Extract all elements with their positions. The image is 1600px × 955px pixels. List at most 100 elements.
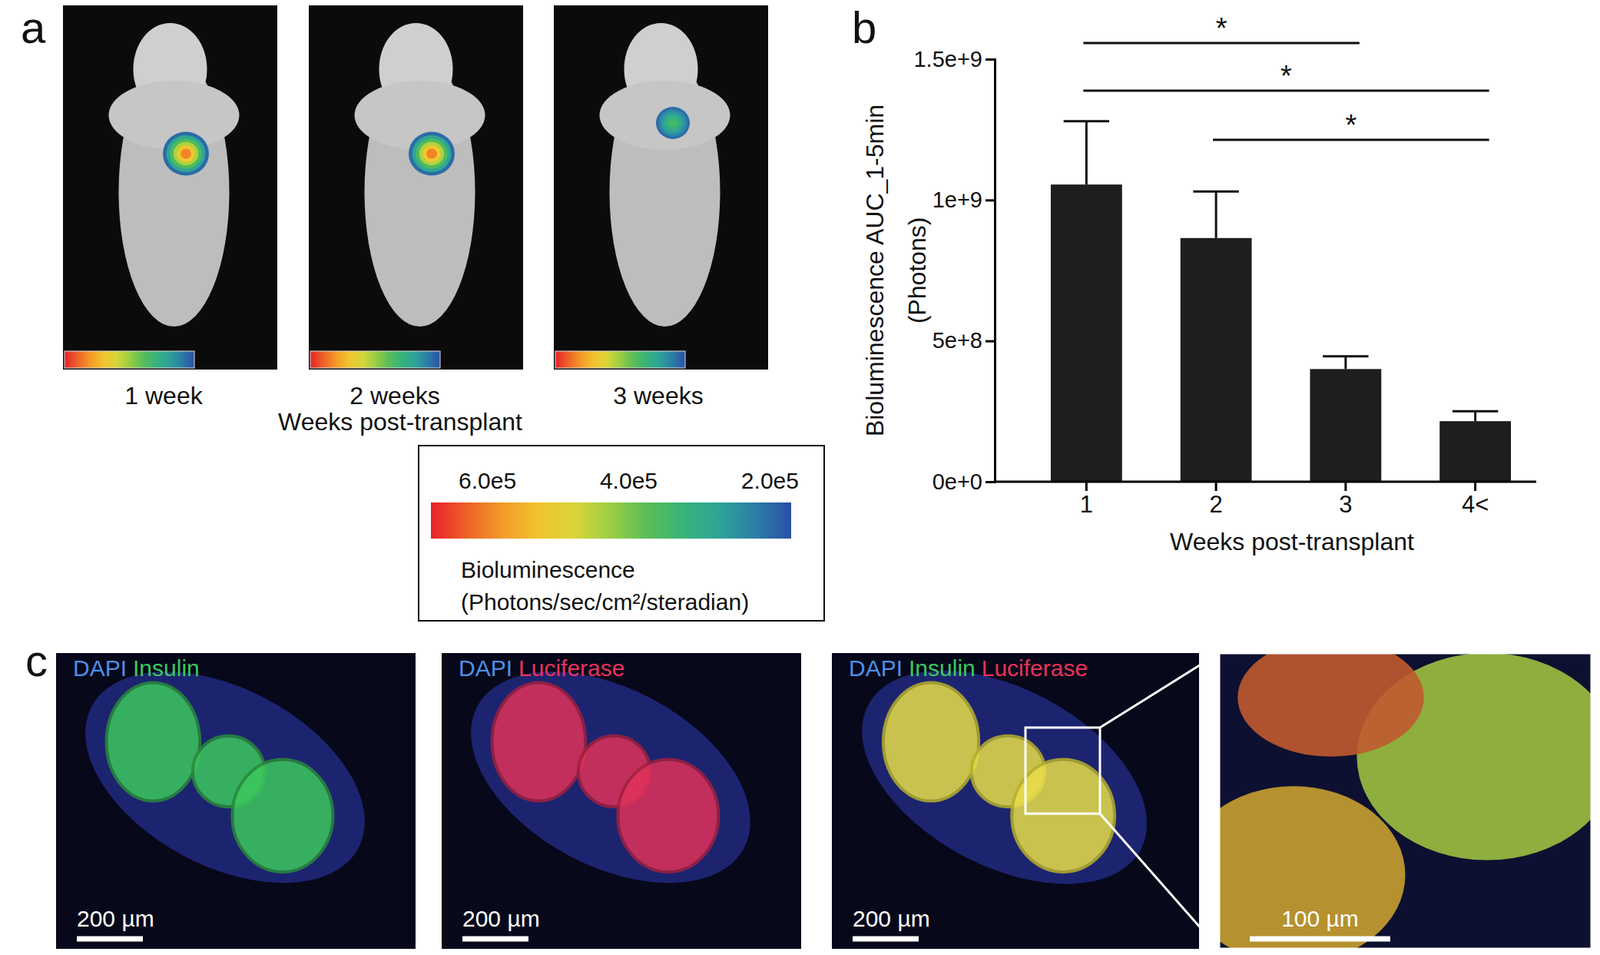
y-tick: 0e+0 — [932, 469, 995, 494]
image-label: 3 weeks — [612, 381, 703, 410]
figure: abc1 week2 weeks3 weeksWeeks post-transp… — [0, 0, 1600, 955]
panel-letter: b — [851, 2, 877, 53]
image-label: 2 weeks — [349, 381, 440, 410]
colorbar-frame — [418, 445, 825, 621]
signal-peak — [426, 148, 438, 159]
x-axis: 1 2 3 4< — [994, 481, 1537, 518]
signal-contour — [655, 106, 690, 140]
micrograph: DAPIInsulin 200 µm — [49, 627, 416, 949]
bar — [1309, 368, 1382, 482]
x-tick: 2 — [1209, 481, 1223, 518]
islet — [1237, 652, 1425, 757]
y-tick-mark — [985, 340, 995, 343]
x-tick-label: 4< — [1461, 490, 1489, 518]
error-bar-cap — [1322, 354, 1369, 358]
signal-contour — [663, 114, 683, 133]
signal-peak — [180, 148, 192, 159]
y-axis-title: Bioluminescence AUC_1-5min — [861, 104, 889, 437]
mouse-image — [62, 5, 278, 370]
scale-bar — [462, 936, 529, 942]
colorbar-tick-label: 2.0e5 — [741, 467, 799, 494]
signal-contour — [658, 109, 687, 136]
y-tick: 1.5e+9 — [913, 46, 995, 72]
y-tick-mark — [985, 198, 995, 202]
x-tick: 1 — [1079, 481, 1094, 518]
signal-contour — [166, 135, 206, 173]
mouse-image — [308, 5, 524, 370]
channel-name: DAPI — [458, 655, 513, 681]
signal-contour — [666, 116, 680, 130]
image-colorbar — [310, 351, 441, 368]
islet — [106, 682, 201, 802]
significance-label: * — [1215, 12, 1228, 45]
scale-bar-label: 200 µm — [852, 905, 931, 931]
signal-contour — [169, 138, 203, 169]
y-axis-line — [985, 59, 996, 483]
stroma — [441, 652, 786, 927]
channel-name: Insulin — [132, 655, 200, 681]
image-background — [553, 5, 769, 370]
x-tick: 3 — [1338, 481, 1352, 518]
y-tick-label: 1e+9 — [932, 187, 983, 213]
colorbar-gradient — [430, 502, 792, 539]
channel-name: Luciferase — [981, 655, 1088, 681]
scale-bar-label: 100 µm — [1281, 905, 1359, 931]
x-tick-mark — [1344, 481, 1347, 491]
channel-name: Insulin — [908, 655, 976, 681]
signal-contour — [412, 135, 452, 173]
panel-letter: a — [20, 2, 47, 53]
channel-label: DAPIInsulinLuciferase — [848, 655, 1088, 681]
image-background — [308, 5, 524, 370]
y-tick-mark — [985, 480, 995, 484]
y-tick: 1e+9 — [932, 187, 995, 213]
mouse-image — [553, 5, 769, 370]
error-bar — [1063, 121, 1110, 186]
error-bar-stem — [1085, 121, 1088, 186]
significance-label: * — [1344, 109, 1357, 142]
bar — [1050, 184, 1123, 482]
x-tick-mark — [1474, 481, 1477, 491]
signal-contour — [173, 142, 199, 166]
colorbar-title: Bioluminescence — [460, 556, 636, 583]
scale-bar — [76, 936, 143, 942]
error-bar-cap — [1192, 190, 1239, 193]
channel-name: DAPI — [72, 655, 127, 681]
signal-peak — [669, 119, 677, 127]
error-bar — [1322, 356, 1369, 370]
islet — [231, 759, 333, 872]
colorbar: 6.0e54.0e52.0e5Bioluminescence(Photons/s… — [418, 445, 825, 621]
islet — [617, 759, 719, 872]
channel-label: DAPIInsulin — [72, 655, 200, 681]
error-bar — [1192, 191, 1239, 239]
signal-contour — [422, 145, 441, 163]
signal-contour — [661, 112, 685, 135]
islet — [492, 682, 587, 802]
image-colorbar — [555, 351, 686, 368]
micrograph: DAPIInsulinLuciferase 200 µm — [826, 626, 1200, 949]
signal-contour — [162, 132, 209, 176]
mouse-shoulders — [599, 80, 731, 150]
signal-contour — [408, 132, 455, 176]
scale-bar — [1249, 936, 1391, 942]
scale-bar — [852, 936, 919, 942]
y-tick-mark — [985, 58, 995, 61]
image-colorbar — [64, 351, 195, 368]
islet — [883, 682, 979, 802]
significance-label: * — [1280, 59, 1292, 93]
bar — [1180, 238, 1253, 482]
scale-bar-label: 200 µm — [76, 905, 155, 931]
image-label: 1 week — [124, 381, 203, 410]
y-tick-label: 0e+0 — [932, 469, 983, 494]
x-tick-label: 3 — [1338, 490, 1352, 518]
error-bar-stem — [1344, 356, 1347, 370]
x-tick-label: 1 — [1079, 490, 1094, 518]
error-bar-cap — [1452, 410, 1498, 413]
image-background — [62, 5, 278, 370]
x-tick: 4< — [1461, 481, 1489, 518]
colorbar-tick-label: 4.0e5 — [599, 467, 658, 494]
y-axis-title: (Photons) — [903, 217, 931, 325]
zoom-connector — [1099, 652, 1220, 728]
stroma — [831, 652, 1183, 928]
error-bar-stem — [1215, 191, 1218, 239]
y-tick-label: 1.5e+9 — [913, 46, 983, 72]
